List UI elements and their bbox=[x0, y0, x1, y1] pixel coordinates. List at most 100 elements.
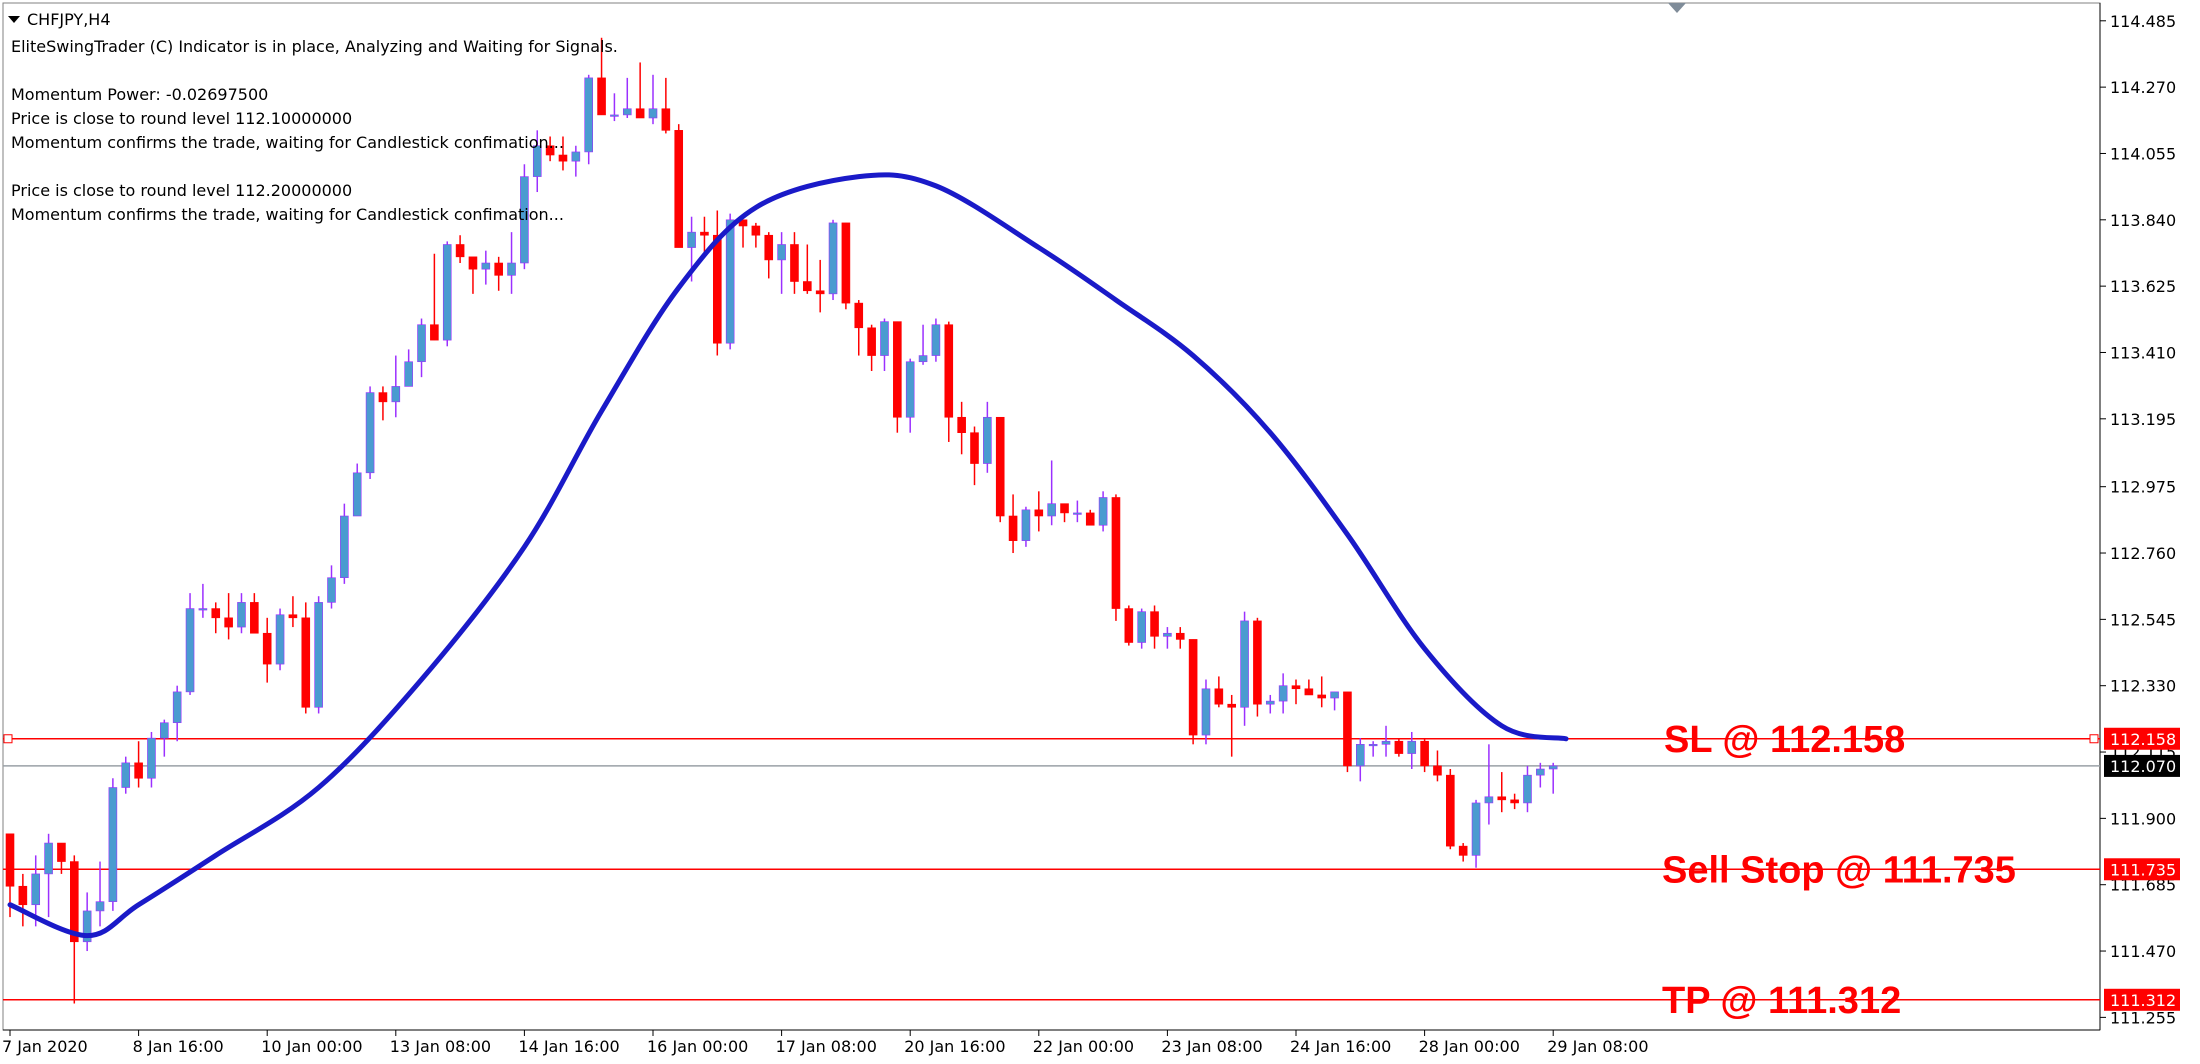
dropdown-triangle-icon[interactable] bbox=[8, 16, 20, 23]
bull-candle-body bbox=[1047, 503, 1056, 517]
symbol-label: CHFJPY,H4 bbox=[27, 10, 111, 29]
price-tick-label: 112.760 bbox=[2110, 544, 2176, 563]
bear-candle-body bbox=[815, 290, 825, 295]
bull-candle-body bbox=[442, 244, 452, 341]
moving-average-line bbox=[7, 172, 1569, 939]
bull-candle-body bbox=[1484, 796, 1494, 804]
bull-candle-body bbox=[880, 321, 889, 356]
bull-candle-body bbox=[314, 602, 323, 708]
bull-candle-body bbox=[1381, 740, 1391, 745]
bear-candle-body bbox=[378, 392, 388, 403]
bull-candle-body bbox=[1548, 765, 1558, 770]
bull-candle-body bbox=[275, 614, 285, 665]
sl-price-tag-text: 112.158 bbox=[2110, 730, 2176, 749]
bear-candle-body bbox=[468, 256, 478, 270]
time-tick-label: 29 Jan 08:00 bbox=[1547, 1037, 1648, 1056]
bull-candle-body bbox=[777, 244, 786, 261]
bull-candle-body bbox=[584, 77, 594, 153]
bear-candle-body bbox=[995, 416, 1005, 517]
price-tick-label: 113.195 bbox=[2110, 410, 2176, 429]
bear-candle-body bbox=[1227, 703, 1236, 708]
bear-candle-body bbox=[1111, 497, 1121, 609]
chart-shift-marker-icon[interactable] bbox=[1668, 3, 1686, 13]
bull-candle-body bbox=[82, 910, 92, 943]
bear-candle-body bbox=[790, 244, 799, 282]
bear-candle-body bbox=[970, 432, 979, 464]
bear-candle-body bbox=[1343, 691, 1352, 767]
bull-candle-body bbox=[185, 608, 195, 693]
bull-candle-body bbox=[198, 608, 208, 611]
bear-candle-body bbox=[1433, 765, 1442, 776]
bull-candle-body bbox=[365, 392, 375, 474]
bull-candle-body bbox=[828, 222, 838, 295]
bull-candle-body bbox=[1265, 700, 1275, 705]
bull-candle-body bbox=[1240, 620, 1249, 708]
bear-candle-body bbox=[674, 130, 684, 248]
bull-candle-body bbox=[31, 873, 41, 906]
bull-candle-body bbox=[905, 361, 915, 418]
price-tick-label: 111.900 bbox=[2110, 809, 2176, 828]
bull-candle-body bbox=[1356, 744, 1365, 767]
price-tick-label: 111.255 bbox=[2110, 1008, 2176, 1027]
bear-candle-body bbox=[764, 234, 774, 261]
bull-candle-body bbox=[1021, 509, 1031, 541]
bear-candle-body bbox=[893, 321, 902, 418]
bear-candle-body bbox=[700, 231, 709, 236]
bear-candle-body bbox=[301, 617, 311, 708]
bull-candle-body bbox=[610, 114, 619, 117]
bear-candle-body bbox=[494, 262, 503, 276]
symbol-header[interactable]: CHFJPY,H4 bbox=[8, 10, 111, 29]
bear-candle-body bbox=[5, 833, 15, 887]
bull-candle-body bbox=[95, 901, 105, 912]
bull-candle-body bbox=[340, 515, 349, 579]
bear-candle-body bbox=[211, 608, 221, 619]
info-line-8: Momentum confirms the trade, waiting for… bbox=[11, 205, 564, 224]
bull-candle-body bbox=[1471, 802, 1481, 856]
bull-candle-body bbox=[391, 386, 401, 403]
price-tick-label: 111.470 bbox=[2110, 942, 2176, 961]
bear-candle-body bbox=[661, 108, 671, 131]
bull-candle-body bbox=[507, 262, 516, 276]
bull-candle-body bbox=[931, 324, 941, 356]
bull-candle-body bbox=[1407, 740, 1417, 754]
sl-price-tag bbox=[2104, 727, 2180, 750]
bull-candle-body bbox=[1330, 691, 1339, 699]
sl-right-anchor-icon[interactable] bbox=[2089, 734, 2099, 744]
info-line-4: Price is close to round level 112.100000… bbox=[11, 109, 352, 128]
bull-candle-body bbox=[327, 577, 336, 603]
bear-candle-body bbox=[262, 632, 272, 665]
sl-left-anchor-icon[interactable] bbox=[3, 734, 13, 744]
bear-candle-body bbox=[545, 145, 555, 156]
price-tick-label: 113.840 bbox=[2110, 211, 2176, 230]
bull-candle-body bbox=[532, 145, 542, 177]
time-tick-label: 14 Jan 16:00 bbox=[518, 1037, 619, 1056]
price-tick-label: 114.055 bbox=[2110, 144, 2176, 163]
bull-candle-body bbox=[160, 722, 169, 739]
price-tick-label: 113.410 bbox=[2110, 343, 2176, 362]
bull-candle-body bbox=[147, 737, 156, 779]
candles-group bbox=[5, 37, 1558, 1004]
tp-price-tag-text: 111.312 bbox=[2110, 991, 2176, 1010]
bull-candle-body bbox=[1137, 611, 1146, 643]
bear-candle-body bbox=[1304, 688, 1314, 696]
price-tick-label: 112.975 bbox=[2110, 478, 2176, 497]
bull-candle-body bbox=[648, 108, 658, 119]
time-tick-label: 16 Jan 00:00 bbox=[647, 1037, 748, 1056]
bear-candle-body bbox=[1008, 515, 1018, 541]
bull-candle-body bbox=[108, 787, 118, 902]
bull-candle-body bbox=[918, 355, 928, 363]
time-tick-label: 7 Jan 2020 bbox=[2, 1037, 88, 1056]
current-price-tag-text: 112.070 bbox=[2110, 757, 2176, 776]
indicator-info-panel: EliteSwingTrader (C) Indicator is in pla… bbox=[11, 37, 618, 224]
price-tick-label: 111.685 bbox=[2110, 876, 2176, 895]
bull-candle-body bbox=[1073, 512, 1082, 515]
bear-candle-body bbox=[1420, 740, 1429, 767]
sell-stop-level-label: Sell Stop @ 111.735 bbox=[1662, 849, 2016, 891]
bear-candle-body bbox=[738, 219, 748, 227]
bull-candle-body bbox=[44, 842, 53, 875]
info-line-3: Momentum Power: -0.02697500 bbox=[11, 85, 268, 104]
bear-candle-body bbox=[1317, 694, 1327, 699]
bear-candle-body bbox=[1510, 799, 1519, 804]
